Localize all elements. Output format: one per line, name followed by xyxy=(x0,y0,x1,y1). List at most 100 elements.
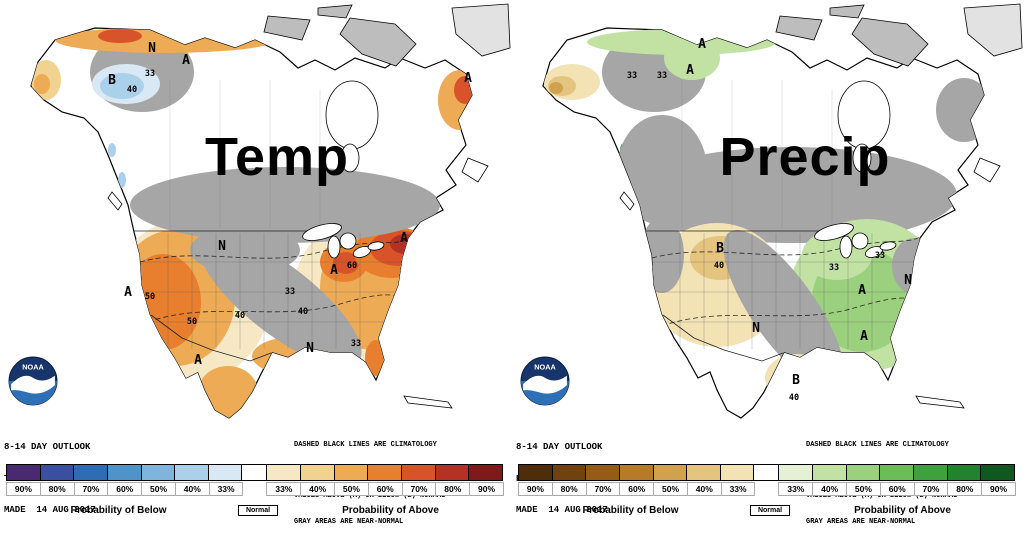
colorbar-cell-label: 80% xyxy=(551,482,587,496)
map-annotation: 33 xyxy=(627,71,637,81)
colorbar-cell xyxy=(720,465,755,480)
note-line: GRAY AREAS ARE NEAR-NORMAL xyxy=(294,517,404,526)
colorbar-cells xyxy=(518,464,1015,481)
colorbar-normal-gap xyxy=(754,465,780,480)
colorbar-cell xyxy=(435,465,470,480)
map-annotation: 40 xyxy=(789,393,799,403)
colorbar-cell xyxy=(880,465,915,480)
map-annotation: A xyxy=(330,263,338,278)
colorbar-cell-label: 90% xyxy=(981,482,1016,496)
map-annotation: A xyxy=(686,63,694,78)
bc-coast-below-spot xyxy=(108,143,116,157)
map-annotation: 40 xyxy=(298,307,308,317)
precip-map-title: Precip xyxy=(719,127,891,187)
map-annotation: N xyxy=(218,239,226,254)
colorbar-cell-label: 60% xyxy=(367,482,403,496)
colorbar-cell xyxy=(74,465,108,480)
map-annotation: 50 xyxy=(187,317,197,327)
map-annotation: N xyxy=(306,341,314,356)
colorbar-cell-label: 70% xyxy=(585,482,621,496)
note-line: VALUES ABOVE (A) OR BELOW (B) NORMAL xyxy=(806,492,958,500)
colorbar-cell-label: 80% xyxy=(947,482,983,496)
colorbar-cell-label: 90% xyxy=(6,482,41,496)
colorbar-cell xyxy=(175,465,209,480)
colorbar-cell xyxy=(107,465,142,480)
colorbar-cell-label: 70% xyxy=(913,482,949,496)
temp-map-title: Temp xyxy=(204,127,349,187)
colorbar-gap-label xyxy=(754,482,778,496)
colorbar-cell-label: 33% xyxy=(266,482,302,496)
colorbar-cell xyxy=(368,465,403,480)
map-annotation: A xyxy=(400,231,408,246)
colorbar-cell-label: 60% xyxy=(107,482,143,496)
map-annotation: 33 xyxy=(829,263,839,273)
colorbar-cell-label: 60% xyxy=(879,482,915,496)
colorbar-cell xyxy=(402,465,436,480)
colorbar-cells xyxy=(6,464,503,481)
colorbar-cell-label: 50% xyxy=(653,482,688,496)
precip-colorbar-captions: Probability of Below Normal Probability … xyxy=(518,505,1015,525)
colorbar-cell xyxy=(846,465,881,480)
colorbar-cell-label: 33% xyxy=(208,482,244,496)
bc-coast-below-spot xyxy=(118,172,126,188)
colorbar-cell xyxy=(519,465,553,480)
colorbar-labels: 90% 80% 70% 60% 50% 40% 33% 33% 40% 50% 60% 70% 80% 9… xyxy=(518,482,1016,496)
alaska-below-core xyxy=(100,73,144,99)
colorbar-cell-label: 80% xyxy=(39,482,75,496)
colorbar-cell xyxy=(334,465,369,480)
colorbar-labels: 90% 80% 70% 60% 50% 40% 33% 33% 40% 50% 60% 70% 80% 9… xyxy=(6,482,504,496)
political-boundaries xyxy=(134,80,413,362)
colorbar-cell xyxy=(687,465,721,480)
footer-line: MADE 14 AUG 2017 xyxy=(516,505,608,515)
probability-below-caption: Probability of Below xyxy=(582,505,679,516)
colorbar-cell-label: 33% xyxy=(778,482,814,496)
footer-line: 8-14 DAY OUTLOOK xyxy=(4,442,91,452)
map-annotation: 33 xyxy=(351,339,361,349)
map-annotation: A xyxy=(124,285,132,300)
probability-below-caption: Probability of Below xyxy=(70,505,167,516)
arctic-above-core xyxy=(98,29,142,43)
west-canada-near-normal xyxy=(617,115,707,225)
map-annotation: 60 xyxy=(347,261,357,271)
temp-colorbar-captions: Probability of Below Normal Probability … xyxy=(6,505,503,525)
colorbar-cell xyxy=(586,465,620,480)
labrador-near-normal xyxy=(936,78,984,142)
temperature-outlook-panel: N A 33 B 40 A N A 60 A 33 40 A 50 50 40 N 33 A Temp NOAA 8… xyxy=(4,3,511,526)
map-annotation: N xyxy=(904,273,912,288)
west-above-60-region xyxy=(125,254,201,350)
northern-plains-near-normal xyxy=(190,226,300,274)
colorbar-cell xyxy=(914,465,948,480)
alaska-above-region xyxy=(664,36,720,80)
map-annotation: N xyxy=(148,41,156,56)
colorbar-cell-label: 90% xyxy=(469,482,504,496)
map-annotation: 40 xyxy=(235,311,245,321)
colorbar-cell xyxy=(469,465,502,480)
colorbar-cell xyxy=(267,465,302,480)
map-annotation: 50 xyxy=(145,292,155,302)
precipitation-outlook-panel: 33 33 A A B 40 N 33 A N 33 A B 40 Precip NOAA 8-14 DA… xyxy=(512,0,1024,534)
canada-near-normal-band xyxy=(130,167,440,243)
precip-colorbar: 90% 80% 70% 60% 50% 40% 33% 33% 40% 50% 60% 70% 80% 9… xyxy=(518,464,1016,496)
colorbar-cell xyxy=(7,465,41,480)
map-annotation: 33 xyxy=(145,69,155,79)
colorbar-cell xyxy=(552,465,587,480)
colorbar-cell-label: 33% xyxy=(720,482,756,496)
nj-above-spot xyxy=(920,261,928,275)
footer-line: MADE 14 AUG 2017 xyxy=(4,505,96,515)
noaa-logo-icon: NOAA xyxy=(520,356,570,406)
great-lakes-above-core xyxy=(333,252,359,274)
colorbar-cell-label: 40% xyxy=(174,482,210,496)
colorbar-cell-label: 90% xyxy=(518,482,553,496)
water-bodies xyxy=(814,80,897,259)
west-alaska-below-core xyxy=(549,82,563,94)
colorbar-cell xyxy=(208,465,243,480)
colorbar-cell-label: 50% xyxy=(141,482,176,496)
map-annotation: A xyxy=(194,353,202,368)
pnw-near-normal xyxy=(640,217,684,293)
map-annotation: B xyxy=(792,373,800,388)
